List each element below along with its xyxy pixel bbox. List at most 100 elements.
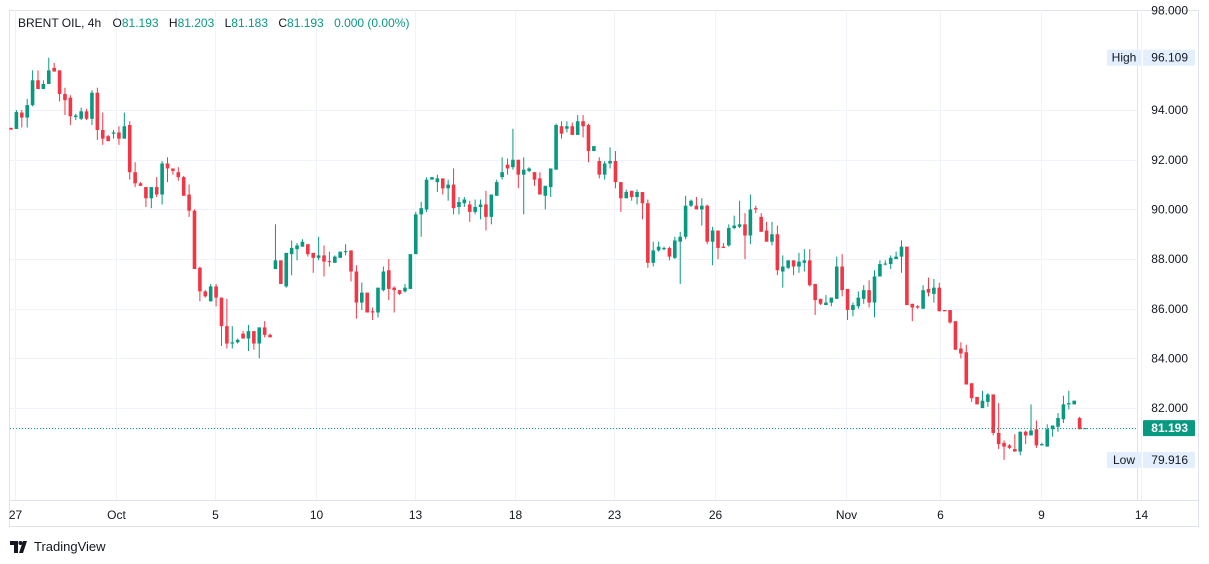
candle	[462, 197, 467, 207]
candle-body	[872, 276, 877, 303]
candle-body	[219, 297, 224, 327]
candle	[505, 158, 510, 175]
candle	[797, 252, 801, 273]
candle-body	[1034, 429, 1039, 446]
candle-body	[646, 203, 650, 263]
candle-body	[511, 159, 515, 168]
candle	[764, 221, 769, 242]
candle	[996, 403, 1001, 450]
candle-body	[181, 177, 186, 196]
symbol-title[interactable]: BRENT OIL, 4h	[18, 16, 102, 30]
time-tick-label: 9	[1038, 508, 1045, 522]
candle	[883, 260, 888, 266]
candle	[446, 179, 450, 201]
candle-body	[52, 67, 56, 72]
candle	[667, 246, 672, 261]
candle-body	[354, 271, 359, 303]
candle-body	[430, 177, 434, 180]
candle	[878, 260, 882, 277]
candle-body	[252, 331, 256, 344]
candle-body	[1050, 425, 1055, 430]
close-label: C	[278, 16, 288, 30]
candle	[975, 396, 979, 405]
candle-body	[586, 124, 591, 152]
candle	[910, 303, 915, 322]
candle	[41, 80, 46, 89]
tradingview-logo-text: TradingView	[34, 539, 106, 554]
time-tick-label: 5	[212, 508, 219, 522]
candle-body	[149, 187, 154, 199]
candle	[360, 282, 364, 311]
candle	[203, 290, 208, 298]
candle-body	[775, 234, 780, 271]
candle-body	[683, 205, 688, 237]
candle	[457, 197, 461, 215]
candle	[867, 280, 871, 308]
candle-body	[343, 251, 348, 253]
candle	[1061, 395, 1066, 424]
candle-body	[440, 178, 445, 189]
candle-body	[41, 84, 46, 89]
price-axis[interactable]: 98.000 94.000 92.000 90.000 88.000 86.000 84.0…	[1151, 4, 1188, 415]
candle	[57, 70, 62, 102]
candle	[106, 134, 110, 142]
candle	[198, 266, 202, 302]
candle-body	[457, 201, 461, 207]
close-value: 81.193	[287, 16, 324, 30]
candle-body	[95, 92, 100, 130]
candle	[300, 239, 305, 247]
candle-body	[230, 342, 235, 344]
candle-body	[424, 179, 429, 210]
price-tick-label: 88.000	[1151, 252, 1188, 266]
candle-body	[840, 266, 844, 291]
candle-body	[705, 205, 710, 242]
candle-body	[764, 230, 769, 242]
price-tick-label: 92.000	[1151, 153, 1188, 167]
candle-body	[473, 206, 477, 212]
candle-body	[505, 164, 510, 169]
candle-body	[878, 264, 882, 277]
candle-body	[538, 178, 542, 195]
candle-body	[397, 290, 402, 294]
candle	[619, 182, 623, 212]
candle	[273, 224, 278, 270]
candle-body	[834, 266, 839, 299]
candle-body	[106, 136, 110, 142]
candle-body	[25, 105, 29, 118]
candle	[834, 256, 839, 299]
candle-body	[1040, 444, 1044, 446]
tradingview-logo[interactable]: TradingView	[10, 539, 106, 554]
candle-body	[478, 204, 483, 207]
candle-body	[84, 111, 89, 119]
candle	[111, 129, 116, 139]
candle-body	[899, 246, 904, 257]
candle	[1013, 434, 1017, 452]
candle-body	[46, 70, 51, 85]
candle	[565, 121, 569, 133]
time-axis[interactable]: 27 Oct 5 10 13 18 23 26 Nov 6 9 14	[9, 508, 1149, 522]
candle-body	[575, 121, 580, 135]
candle	[284, 252, 289, 288]
candle	[257, 327, 262, 359]
candle-body	[867, 290, 871, 303]
candle	[117, 126, 121, 145]
candle	[737, 200, 742, 229]
candle	[516, 159, 521, 189]
candle	[1056, 413, 1060, 432]
grid	[10, 10, 1142, 500]
candle-body	[905, 246, 909, 306]
candle-body	[953, 321, 958, 350]
candle-body	[1023, 431, 1028, 436]
high-value-badge	[1143, 49, 1195, 66]
candle-body	[9, 127, 13, 130]
candle	[333, 255, 337, 263]
candle-body	[629, 190, 634, 198]
candle-body	[392, 287, 396, 291]
candle	[829, 297, 834, 307]
candle-body	[791, 260, 796, 267]
candle	[1045, 424, 1050, 447]
candle	[349, 250, 353, 282]
candle-body	[969, 383, 974, 399]
candle	[419, 201, 423, 237]
